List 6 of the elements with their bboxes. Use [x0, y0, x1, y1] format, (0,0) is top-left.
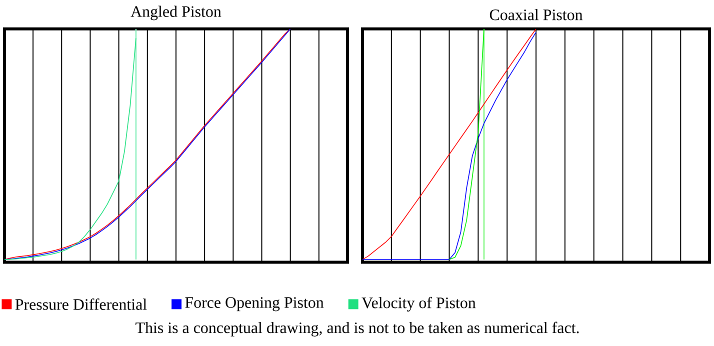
legend-label: Pressure Differential — [15, 298, 147, 310]
legend-label: Force Opening Piston — [185, 297, 324, 312]
legend-label: Velocity of Piston — [362, 296, 476, 312]
text: This is a conceptual drawing, and is not to be taken as numerical fact. — [136, 322, 579, 336]
chart-title: Coaxial Piston — [490, 8, 583, 20]
chart-title: Angled Piston — [130, 6, 222, 20]
